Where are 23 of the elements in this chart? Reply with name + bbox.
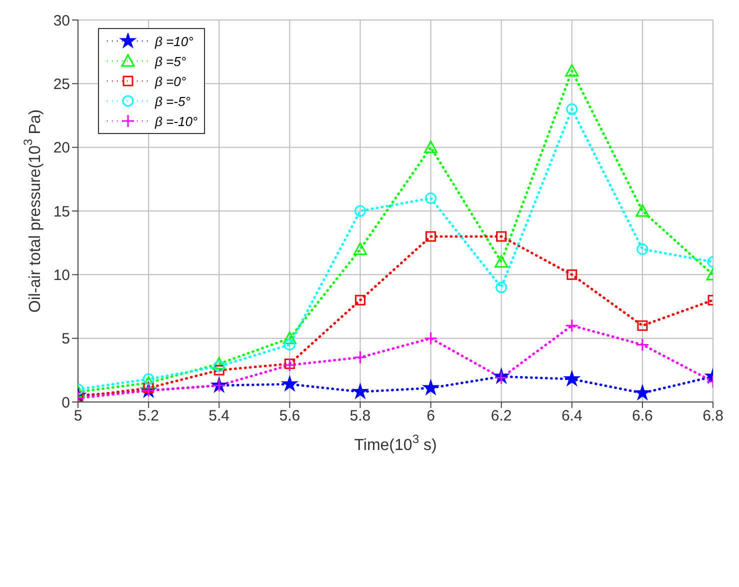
x-axis-title: Time(10$^{3}$ s) bbox=[354, 432, 437, 454]
legend-label: β =10° bbox=[155, 34, 194, 48]
legend-label: β =5° bbox=[155, 54, 186, 68]
y-tick-label: 15 bbox=[53, 203, 70, 220]
x-tick-label: 5.2 bbox=[138, 408, 159, 425]
x-tick-label: 6 bbox=[426, 408, 435, 425]
y-tick-label: 0 bbox=[62, 394, 70, 412]
x-tick-label: 5.4 bbox=[208, 408, 230, 425]
x-tick-label: 5.6 bbox=[279, 408, 300, 425]
x-tick-label: 6.2 bbox=[490, 408, 512, 425]
y-tick-label: 5 bbox=[62, 330, 70, 348]
y-tick-label: 30 bbox=[53, 12, 70, 30]
x-tick-label: 6.4 bbox=[561, 408, 582, 425]
x-tick-label: 6.8 bbox=[702, 408, 724, 425]
legend-label: β =-10° bbox=[155, 114, 198, 128]
y-tick-label: 25 bbox=[53, 76, 70, 93]
x-tick-label: 5 bbox=[74, 408, 82, 425]
x-tick-label: 6.6 bbox=[632, 408, 653, 425]
y-tick-label: 10 bbox=[53, 266, 70, 284]
legend-label: β =0° bbox=[155, 74, 186, 88]
x-tick-label: 5.8 bbox=[350, 408, 371, 425]
y-tick-label: 20 bbox=[53, 140, 70, 157]
legend-label: β =-5° bbox=[155, 94, 190, 108]
